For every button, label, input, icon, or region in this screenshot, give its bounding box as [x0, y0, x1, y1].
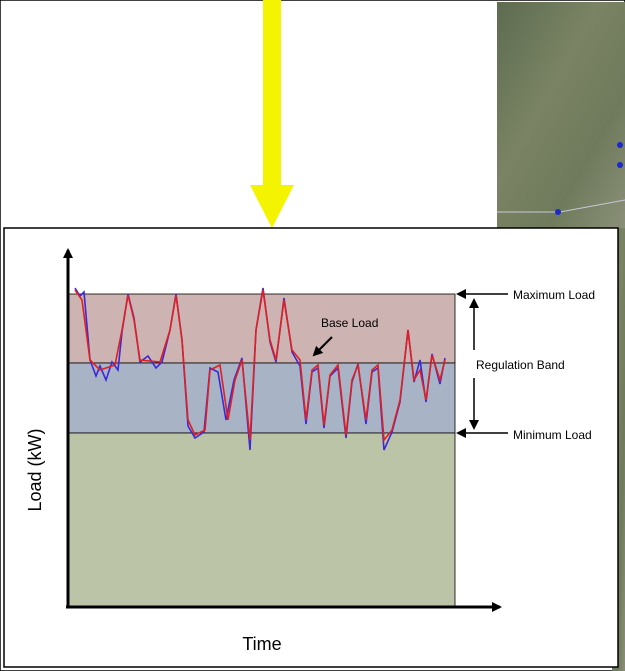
annotation: Base Load: [321, 316, 378, 330]
yellow-arrow-shaft: [263, 0, 281, 185]
screenshot: Load (kW) Time Maximum Load Base Load Re…: [0, 0, 625, 671]
annotation: Regulation Band: [476, 358, 565, 372]
base-region: [68, 433, 455, 607]
map-point: [555, 209, 561, 215]
lower-band: [68, 363, 455, 433]
map-image: [497, 2, 625, 228]
map-point: [617, 142, 623, 148]
x-axis-label: Time: [242, 634, 281, 654]
annotation: Minimum Load: [513, 428, 592, 442]
y-axis-label: Load (kW): [25, 428, 45, 511]
map-point: [617, 162, 623, 168]
page: {"diagram": {"y_axis_label": "Load (kW)"…: [0, 0, 625, 671]
annotation: Maximum Load: [513, 288, 595, 302]
